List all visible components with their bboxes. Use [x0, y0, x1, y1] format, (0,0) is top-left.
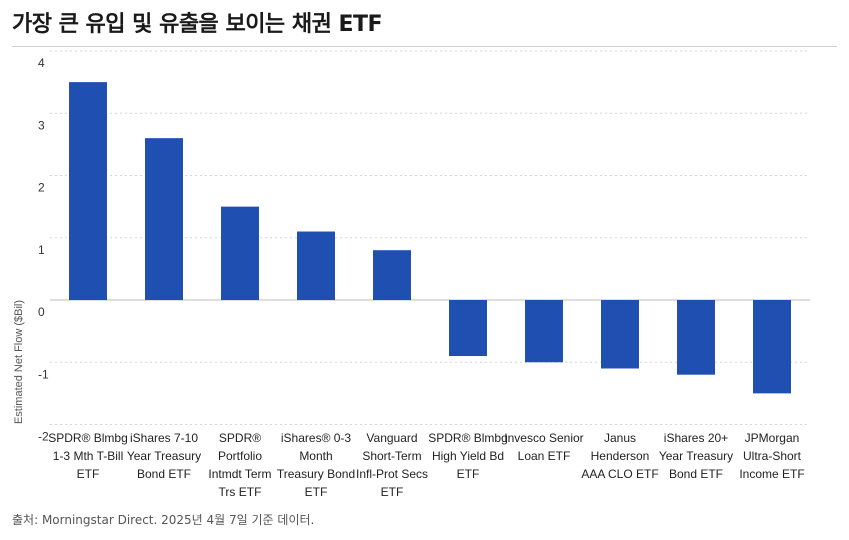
bar	[449, 300, 487, 357]
y-tick-label: 4	[38, 56, 45, 70]
chart-title: 가장 큰 유입 및 유출을 보이는 채권 ETF	[12, 12, 383, 37]
x-category-label: Janus Henderson AAA CLO ETF	[581, 431, 658, 481]
bar	[221, 206, 259, 300]
y-tick-label: 1	[38, 243, 45, 257]
source-note: 출처: Morningstar Direct. 2025년 4월 7일 기준 데…	[12, 513, 315, 527]
y-tick-label: -1	[38, 367, 49, 381]
y-axis-ticks: 4 3 2 1 0 -1 -2	[38, 56, 49, 444]
x-category-label: iShares® 0-3 Month Treasury Bond ETF	[277, 431, 355, 499]
x-category-label: Vanguard Short-Term Infl-Prot Secs ETF	[356, 431, 428, 499]
bar	[69, 82, 107, 300]
y-tick-label: 0	[38, 305, 45, 319]
bar	[753, 300, 791, 394]
y-tick-label: 3	[38, 118, 45, 132]
bar	[677, 300, 715, 375]
bar	[297, 231, 335, 300]
x-category-label: SPDR® Portfolio Intmdt Term Trs ETF	[208, 431, 271, 499]
x-category-label: SPDR® Blmbg High Yield Bd ETF	[428, 431, 508, 481]
bar	[373, 250, 411, 300]
y-axis-label: Estimated Net Flow ($Bil)	[13, 300, 25, 424]
x-category-label: JPMorgan Ultra-Short Income ETF	[739, 431, 804, 481]
y-tick-label: -2	[38, 430, 49, 444]
x-category-label: iShares 7-10 Year Treasury Bond ETF	[127, 431, 201, 481]
bars	[69, 82, 791, 394]
title-divider	[12, 46, 837, 47]
x-category-label: Invesco Senior Loan ETF	[504, 431, 583, 463]
x-category-label: iShares 20+ Year Treasury Bond ETF	[659, 431, 733, 481]
x-category-label: SPDR® Blmbg 1-3 Mth T-Bill ETF	[48, 431, 128, 481]
y-tick-label: 2	[38, 181, 45, 195]
bar	[601, 300, 639, 369]
bar	[145, 138, 183, 300]
bar	[525, 300, 563, 363]
